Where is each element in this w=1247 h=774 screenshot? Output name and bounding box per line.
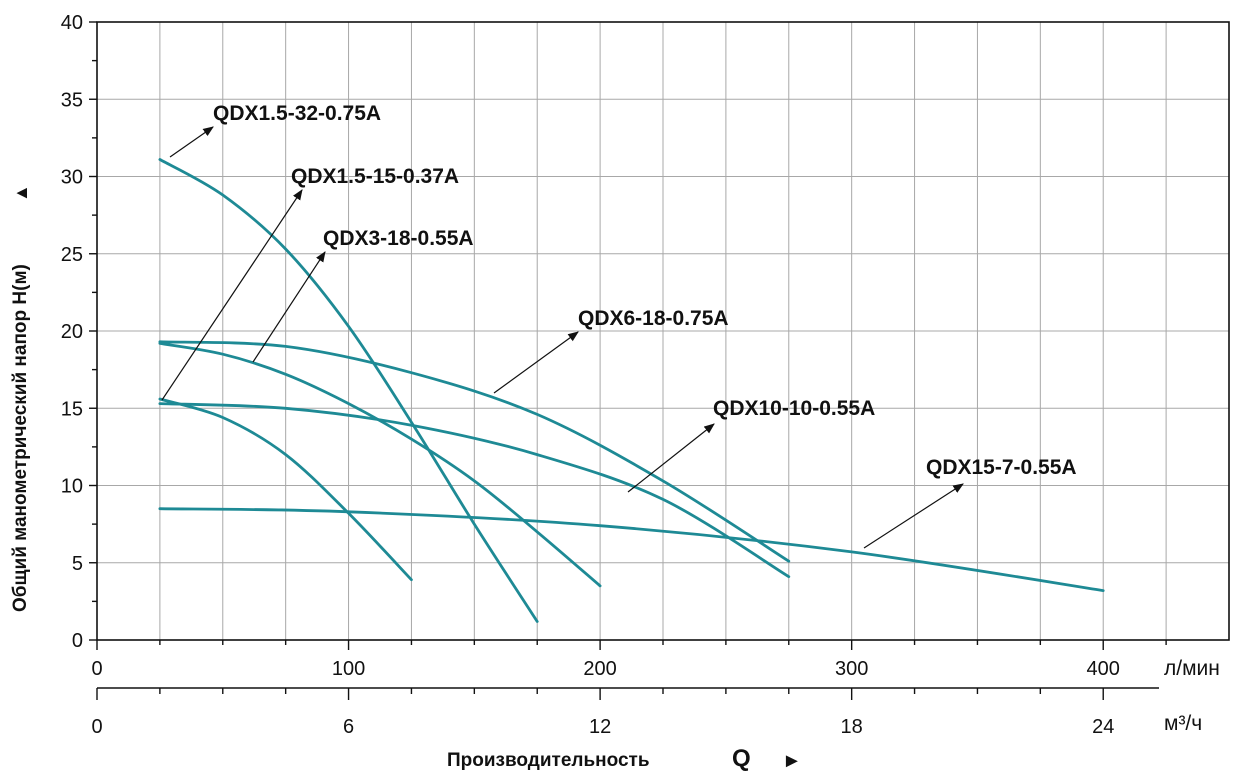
y-tick-label: 25 <box>61 244 83 266</box>
series-label: QDX1.5-15-0.37A <box>291 165 459 188</box>
x-tick-label-lpm: 200 <box>583 658 616 680</box>
y-axis-title: Общий манометрический напор Н(м) ▲ <box>10 184 31 612</box>
series-label: QDX10-10-0.55A <box>713 397 875 420</box>
leader-arrow <box>493 331 579 394</box>
grid <box>97 22 1229 640</box>
curve-QDX10-10-0.55A <box>158 402 791 579</box>
curve-QDX15-7-0.55A <box>158 507 1105 592</box>
x-tick-label-lpm: 400 <box>1087 658 1120 680</box>
curves <box>158 158 1105 623</box>
y-tick-label: 10 <box>61 476 83 498</box>
y-tick-label: 0 <box>72 630 83 652</box>
leader-arrow <box>252 251 326 363</box>
x-axis-label: Производительность <box>447 750 650 771</box>
y-tick-label: 20 <box>61 321 83 343</box>
x-axis-arrow: ► <box>782 750 802 772</box>
x-tick-label-lpm: 0 <box>91 658 102 680</box>
series-label: QDX1.5-32-0.75A <box>213 102 381 125</box>
x-tick-label-lpm: 100 <box>332 658 365 680</box>
x-tick-label-m3h: 24 <box>1092 716 1114 738</box>
series-label: QDX6-18-0.75A <box>578 307 729 330</box>
y-tick-label: 30 <box>61 167 83 189</box>
series-label: QDX15-7-0.55A <box>926 456 1077 479</box>
y-axis-label: Общий манометрический напор Н(м) <box>10 264 31 612</box>
series-label: QDX3-18-0.55A <box>323 227 474 250</box>
leader-arrow <box>169 126 214 158</box>
x-unit-lpm: л/мин <box>1164 657 1220 680</box>
y-tick-label: 35 <box>61 89 83 111</box>
x-tick-label-m3h: 12 <box>589 716 611 738</box>
curve-QDX1.5-32-0.75A <box>158 158 539 623</box>
curve-QDX1.5-15-0.37A <box>158 397 413 582</box>
x-tick-label-m3h: 18 <box>841 716 863 738</box>
x-tick-label-lpm: 300 <box>835 658 868 680</box>
x-axis-symbol: Q <box>732 745 751 772</box>
y-tick-label: 5 <box>72 553 83 575</box>
y-tick-label: 40 <box>61 12 83 34</box>
curve-QDX6-18-0.75A <box>158 340 791 563</box>
leader-arrow <box>161 189 303 401</box>
y-tick-label: 15 <box>61 398 83 420</box>
axes <box>89 21 1230 700</box>
annotations: QDX1.5-32-0.75A QDX1.5-15-0.37A QDX3-18-0.… <box>161 102 1077 549</box>
curve-QDX3-18-0.55A <box>158 342 602 588</box>
leader-arrow <box>627 423 715 493</box>
y-axis-arrow: ▲ <box>11 184 31 202</box>
x-tick-label-m3h: 0 <box>91 716 102 738</box>
x-tick-label-m3h: 6 <box>343 716 354 738</box>
x-axis-title: Производительность Q ► <box>447 745 802 772</box>
x-unit-m3h: м³/ч <box>1164 712 1202 735</box>
leader-arrow <box>863 483 964 549</box>
